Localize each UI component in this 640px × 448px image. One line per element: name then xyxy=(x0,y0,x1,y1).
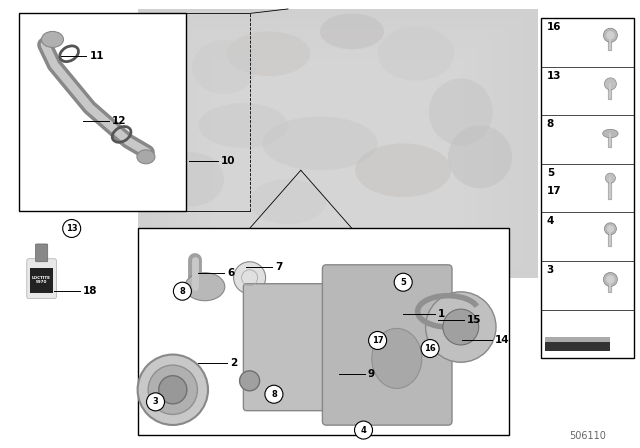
Bar xyxy=(541,18,634,358)
Circle shape xyxy=(239,371,260,391)
Text: 13: 13 xyxy=(66,224,77,233)
FancyBboxPatch shape xyxy=(35,244,48,262)
Text: LOCTITE
5970: LOCTITE 5970 xyxy=(32,276,51,284)
Text: 3: 3 xyxy=(153,397,158,406)
Circle shape xyxy=(443,309,479,345)
Text: 18: 18 xyxy=(83,286,97,296)
Circle shape xyxy=(234,262,266,294)
Circle shape xyxy=(605,173,616,183)
Bar xyxy=(545,337,611,342)
Text: 9: 9 xyxy=(368,369,375,379)
Ellipse shape xyxy=(320,13,384,49)
Text: 2: 2 xyxy=(230,358,237,368)
Text: 8: 8 xyxy=(180,287,185,296)
Bar xyxy=(212,59,463,228)
Ellipse shape xyxy=(603,129,618,138)
Ellipse shape xyxy=(250,179,326,224)
Bar xyxy=(168,29,508,258)
Text: 16: 16 xyxy=(547,22,561,32)
Text: 17: 17 xyxy=(547,186,561,196)
Bar xyxy=(19,13,186,211)
Text: 11: 11 xyxy=(90,51,104,61)
Ellipse shape xyxy=(185,273,225,301)
Circle shape xyxy=(604,28,618,42)
Ellipse shape xyxy=(378,27,454,81)
Ellipse shape xyxy=(227,31,310,76)
Bar xyxy=(545,342,611,351)
Circle shape xyxy=(606,275,614,284)
Text: 506110: 506110 xyxy=(569,431,605,441)
Text: 7: 7 xyxy=(275,262,282,271)
Ellipse shape xyxy=(429,78,493,146)
Ellipse shape xyxy=(42,31,63,47)
Circle shape xyxy=(426,292,496,362)
Text: 8: 8 xyxy=(547,119,554,129)
Bar xyxy=(152,19,523,268)
Bar xyxy=(198,49,477,238)
Text: 4: 4 xyxy=(547,216,554,227)
Ellipse shape xyxy=(262,116,378,170)
Ellipse shape xyxy=(372,328,422,388)
Ellipse shape xyxy=(198,103,288,148)
Text: 15: 15 xyxy=(467,315,481,325)
Circle shape xyxy=(173,282,191,300)
Ellipse shape xyxy=(137,150,155,164)
Circle shape xyxy=(63,220,81,237)
Text: 5: 5 xyxy=(547,168,554,178)
Text: 10: 10 xyxy=(221,156,235,166)
Text: 5: 5 xyxy=(400,278,406,287)
Bar xyxy=(138,9,538,278)
Circle shape xyxy=(604,223,616,235)
Text: 4: 4 xyxy=(360,426,367,435)
Circle shape xyxy=(138,354,208,425)
Circle shape xyxy=(369,332,387,349)
Text: 12: 12 xyxy=(112,116,126,126)
Circle shape xyxy=(604,78,616,90)
Text: 13: 13 xyxy=(547,71,561,81)
Ellipse shape xyxy=(160,152,224,206)
Bar xyxy=(182,39,493,248)
Circle shape xyxy=(147,393,164,411)
Text: 17: 17 xyxy=(372,336,383,345)
Text: 8: 8 xyxy=(271,390,276,399)
Circle shape xyxy=(159,376,187,404)
FancyBboxPatch shape xyxy=(323,265,452,425)
Text: 16: 16 xyxy=(424,344,436,353)
Circle shape xyxy=(607,225,614,233)
Circle shape xyxy=(394,273,412,291)
FancyBboxPatch shape xyxy=(243,284,358,411)
Text: 14: 14 xyxy=(495,336,509,345)
Ellipse shape xyxy=(192,40,256,94)
Circle shape xyxy=(421,340,439,358)
Bar xyxy=(138,228,509,435)
Circle shape xyxy=(604,272,618,286)
Bar xyxy=(138,9,538,278)
FancyBboxPatch shape xyxy=(27,259,56,298)
Ellipse shape xyxy=(448,125,512,188)
Circle shape xyxy=(148,365,197,414)
Circle shape xyxy=(265,385,283,403)
Ellipse shape xyxy=(355,143,451,197)
Text: 3: 3 xyxy=(547,265,554,275)
Circle shape xyxy=(355,421,372,439)
Bar xyxy=(30,268,53,293)
Text: 6: 6 xyxy=(227,268,234,278)
Text: 1: 1 xyxy=(438,309,445,319)
Circle shape xyxy=(606,31,614,39)
